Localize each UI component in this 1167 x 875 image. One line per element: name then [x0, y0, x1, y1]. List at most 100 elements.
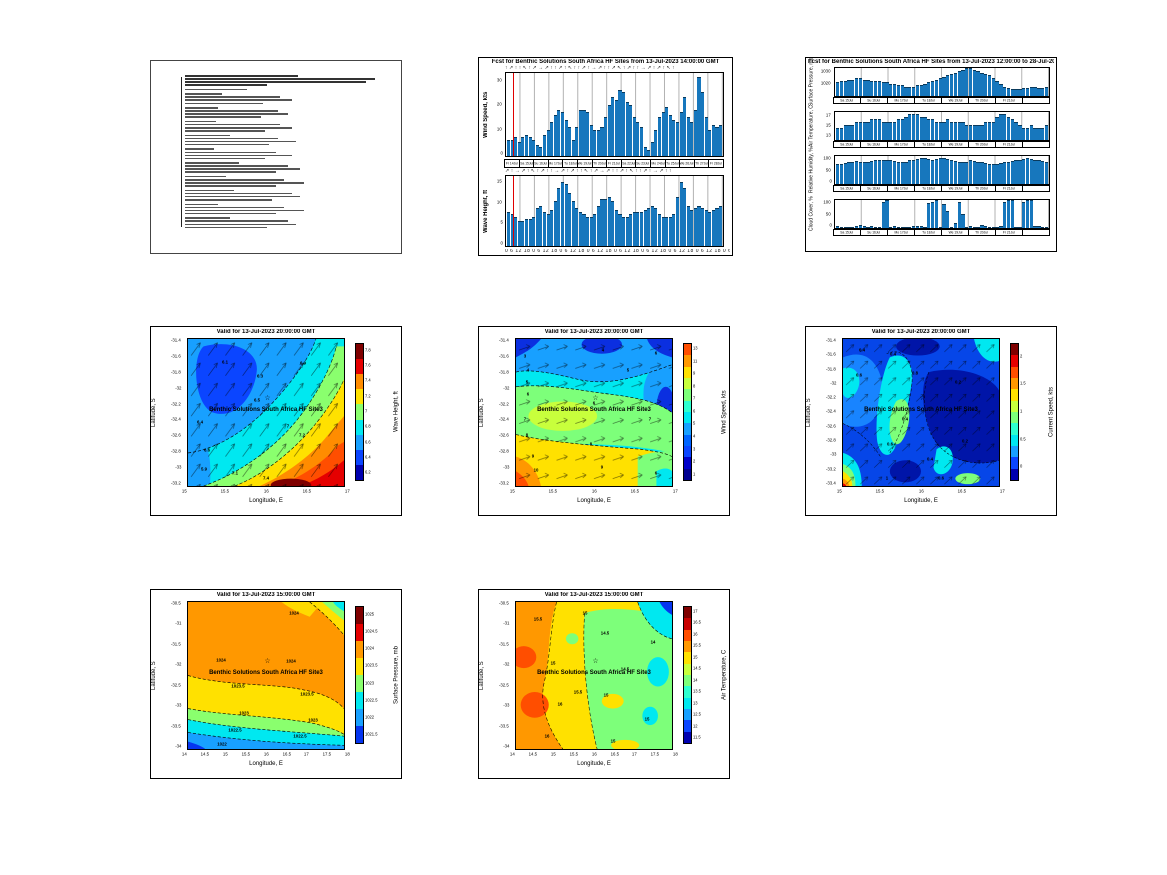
tick-label: -33: [503, 465, 510, 471]
colorbar-segment: [356, 419, 363, 435]
tick-label: -32.4: [826, 410, 837, 415]
doc-line: [185, 127, 293, 129]
tick-label: -33.2: [171, 481, 182, 487]
colorbar-tick: 1024: [365, 647, 375, 652]
air-temperature-map-panel[interactable]: Valid for 13-Jul-2023 15:00:00 GMT Latit…: [478, 589, 730, 779]
bar: [693, 109, 697, 156]
forecast-text-document-panel[interactable]: [150, 60, 402, 254]
chart-title: Fcst for Benthic Solutions South Africa …: [808, 59, 1054, 65]
bar: [999, 113, 1003, 140]
tick-label: [1022, 185, 1050, 192]
x-axis-label: Longitude, E: [577, 761, 611, 767]
colorbar-segment: [684, 344, 691, 356]
wave-height-map-panel[interactable]: Valid for 13-Jul-2023 20:00:00 GMT Latit…: [150, 326, 402, 516]
tick-label: 13: [826, 133, 832, 139]
tick-label: Mo 17Jul: [887, 185, 915, 192]
bar: [672, 119, 676, 156]
bar: [672, 214, 676, 246]
colorbar-tick: 13.5: [693, 690, 701, 695]
tick-label: -32: [175, 386, 182, 391]
tick-label: Fr 28Jul: [708, 159, 724, 168]
bar: [908, 113, 912, 140]
contour-label: 0.4: [889, 352, 896, 358]
day-labels: Sa 15Jul Su 16Jul Mo 17Jul Tu 18Jul We 19Jul…: [833, 97, 1050, 104]
doc-line: [185, 140, 297, 143]
bar: [984, 163, 988, 184]
tick-label: 16: [263, 489, 269, 495]
tick-label: 0: [829, 179, 832, 185]
met-summary-chart-panel[interactable]: Fcst for Benthic Solutions South Africa …: [805, 57, 1057, 252]
doc-paragraph: [185, 189, 391, 201]
tick-label: -32: [830, 381, 837, 387]
tick-label: 100: [823, 156, 831, 162]
tick-label: -32.2: [171, 402, 182, 407]
colorbar-segment: [356, 624, 363, 641]
wind-direction-arrows-top: ↑↗↑↑↖↑↗→↗↑↑↗↑↖↑↑↗↑→↗↑↑↗↖↑↗↑↑→↗↑↗↑↖↑: [505, 66, 677, 71]
tick-label: -33: [175, 703, 182, 709]
colorbar-segment: [1011, 468, 1018, 480]
tick-label: -32.2: [826, 396, 837, 401]
colorbar-segment: [684, 652, 691, 664]
contour-label: 15: [582, 611, 588, 616]
bar: [1018, 89, 1022, 96]
site-marker-icon: ☆: [592, 657, 599, 665]
contour-label: 7: [524, 417, 527, 423]
bar: [701, 207, 705, 246]
bar: [1010, 161, 1014, 184]
tick-label: Su 16Jul: [860, 141, 888, 148]
colorbar-tick: 16: [693, 632, 698, 637]
colorbar-tick: 6.8: [365, 425, 371, 430]
tick-label: 50: [826, 212, 832, 217]
bar: [976, 71, 980, 96]
contour-label: 3: [524, 354, 527, 359]
site-marker-icon: ☆: [264, 657, 271, 665]
contour-label: 5: [627, 369, 630, 374]
bar: [881, 82, 885, 96]
bar: [839, 163, 844, 184]
wind-wave-chart-panel[interactable]: Fcst for Benthic Solutions South Africa …: [478, 57, 733, 256]
doc-line: [185, 75, 299, 77]
bar: [999, 83, 1003, 96]
bar: [665, 107, 669, 156]
bar: [873, 81, 878, 96]
bar: [858, 225, 863, 228]
bar: [564, 183, 568, 246]
colorbar-segment: [1011, 344, 1018, 356]
colorbar-tick: 15: [693, 655, 698, 660]
bar: [919, 158, 923, 184]
contour-label: 7: [286, 425, 290, 430]
bar: [532, 139, 536, 156]
doc-line: [185, 195, 301, 198]
doc-line: [185, 120, 216, 123]
bar: [930, 201, 935, 228]
colorbar-gradient: [683, 343, 692, 481]
bar: [679, 181, 683, 246]
tick-label: Th 20Jul: [968, 185, 996, 192]
bar: [1041, 226, 1045, 228]
pressure-bars: [835, 68, 1049, 96]
wind-speed-map-panel[interactable]: Valid for 13-Jul-2023 20:00:00 GMT Latit…: [478, 326, 730, 516]
tick-label: Tu 18Jul: [562, 159, 578, 168]
colorbar-tick: 1023: [365, 681, 375, 686]
bar: [843, 226, 847, 228]
bar: [995, 116, 999, 140]
bar: [683, 188, 687, 246]
colorbar-gradient: [355, 606, 364, 744]
bar: [957, 201, 961, 228]
bar: [639, 212, 644, 246]
bar: [854, 78, 859, 96]
bar: [896, 226, 901, 228]
current-speed-map-panel[interactable]: Valid for 13-Jul-2023 20:00:00 GMT Latit…: [805, 326, 1057, 516]
x-axis-label: Longitude, E: [249, 498, 283, 504]
tick-label: -33.5: [171, 724, 182, 729]
surface-pressure-map-panel[interactable]: Valid for 13-Jul-2023 15:00:00 GMT Latit…: [150, 589, 402, 779]
doc-line: [185, 179, 284, 181]
pressure-plot: [834, 67, 1050, 97]
colorbar-tick: 1.5: [1020, 382, 1026, 387]
bar: [862, 162, 866, 184]
tick-label: -32.6: [171, 434, 182, 439]
bar: [686, 117, 690, 156]
colorbar-tick: 16.5: [693, 621, 701, 626]
doc-line: [185, 171, 276, 173]
bar: [911, 86, 916, 96]
